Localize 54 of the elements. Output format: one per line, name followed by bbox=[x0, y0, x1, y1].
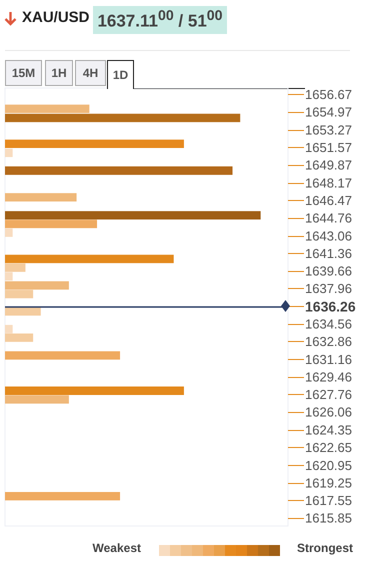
y-tick-label: 1627.76 bbox=[305, 387, 352, 402]
bar bbox=[5, 263, 26, 272]
y-tick-label: 1619.25 bbox=[305, 475, 352, 490]
chart-title: XAU/USD bbox=[22, 9, 90, 26]
bar bbox=[5, 228, 13, 237]
text: 1D bbox=[107, 60, 134, 89]
bar bbox=[5, 386, 184, 395]
y-tick-label: 1634.56 bbox=[305, 316, 352, 332]
y-tick-label: 1656.67 bbox=[305, 87, 352, 102]
bar bbox=[5, 104, 90, 114]
bar bbox=[5, 272, 13, 281]
text: Weakest bbox=[92, 541, 141, 555]
bar bbox=[5, 334, 34, 342]
text: 1637.11$^{00}$ / 51$^{00}$ bbox=[97, 8, 223, 32]
y-tick-label: 1648.17 bbox=[305, 175, 352, 190]
bar bbox=[5, 166, 233, 175]
y-tick-label: 1644.76 bbox=[305, 210, 352, 226]
y-tick-label: 1626.06 bbox=[305, 404, 352, 420]
bar bbox=[5, 290, 34, 298]
text: 1H bbox=[45, 60, 73, 86]
text: Strongest bbox=[297, 541, 354, 555]
bar bbox=[5, 220, 98, 228]
bar bbox=[5, 193, 77, 202]
bar bbox=[5, 492, 120, 500]
y-tick-label: 1654.97 bbox=[305, 104, 352, 120]
bar bbox=[5, 324, 13, 334]
text: 15M bbox=[5, 60, 42, 86]
bar bbox=[5, 351, 120, 360]
y-tick-label: 1629.46 bbox=[305, 369, 352, 384]
y-tick-label: 1639.66 bbox=[305, 264, 352, 279]
bar bbox=[5, 140, 184, 148]
bar bbox=[5, 307, 41, 316]
y-tick-label: 1649.87 bbox=[305, 158, 352, 173]
y-tick-label: 1624.35 bbox=[305, 422, 352, 438]
y-tick-label: 1643.06 bbox=[305, 228, 352, 244]
bar bbox=[5, 254, 174, 264]
bar bbox=[5, 395, 69, 404]
y-tick-label: 1637.96 bbox=[305, 281, 352, 296]
bar bbox=[5, 211, 261, 220]
y-tick-label: 1641.36 bbox=[305, 246, 352, 261]
y-tick-label: 1615.85 bbox=[305, 510, 352, 526]
text: 4H bbox=[75, 60, 106, 86]
y-tick-label: 1622.65 bbox=[305, 440, 352, 456]
bar bbox=[5, 148, 13, 158]
y-tick-label: 1653.27 bbox=[305, 122, 352, 138]
y-tick-label: 1617.55 bbox=[305, 493, 352, 508]
y-tick-label: 1651.57 bbox=[305, 140, 352, 155]
y-tick-label: 1632.86 bbox=[305, 334, 352, 350]
y-tick-label: 1646.47 bbox=[305, 192, 352, 208]
y-tick-label: 1631.16 bbox=[305, 352, 352, 367]
y-tick-label: 1620.95 bbox=[305, 458, 352, 473]
y-tick-label: 1636.26 bbox=[305, 298, 356, 314]
bar bbox=[5, 281, 69, 290]
bar bbox=[5, 114, 240, 122]
